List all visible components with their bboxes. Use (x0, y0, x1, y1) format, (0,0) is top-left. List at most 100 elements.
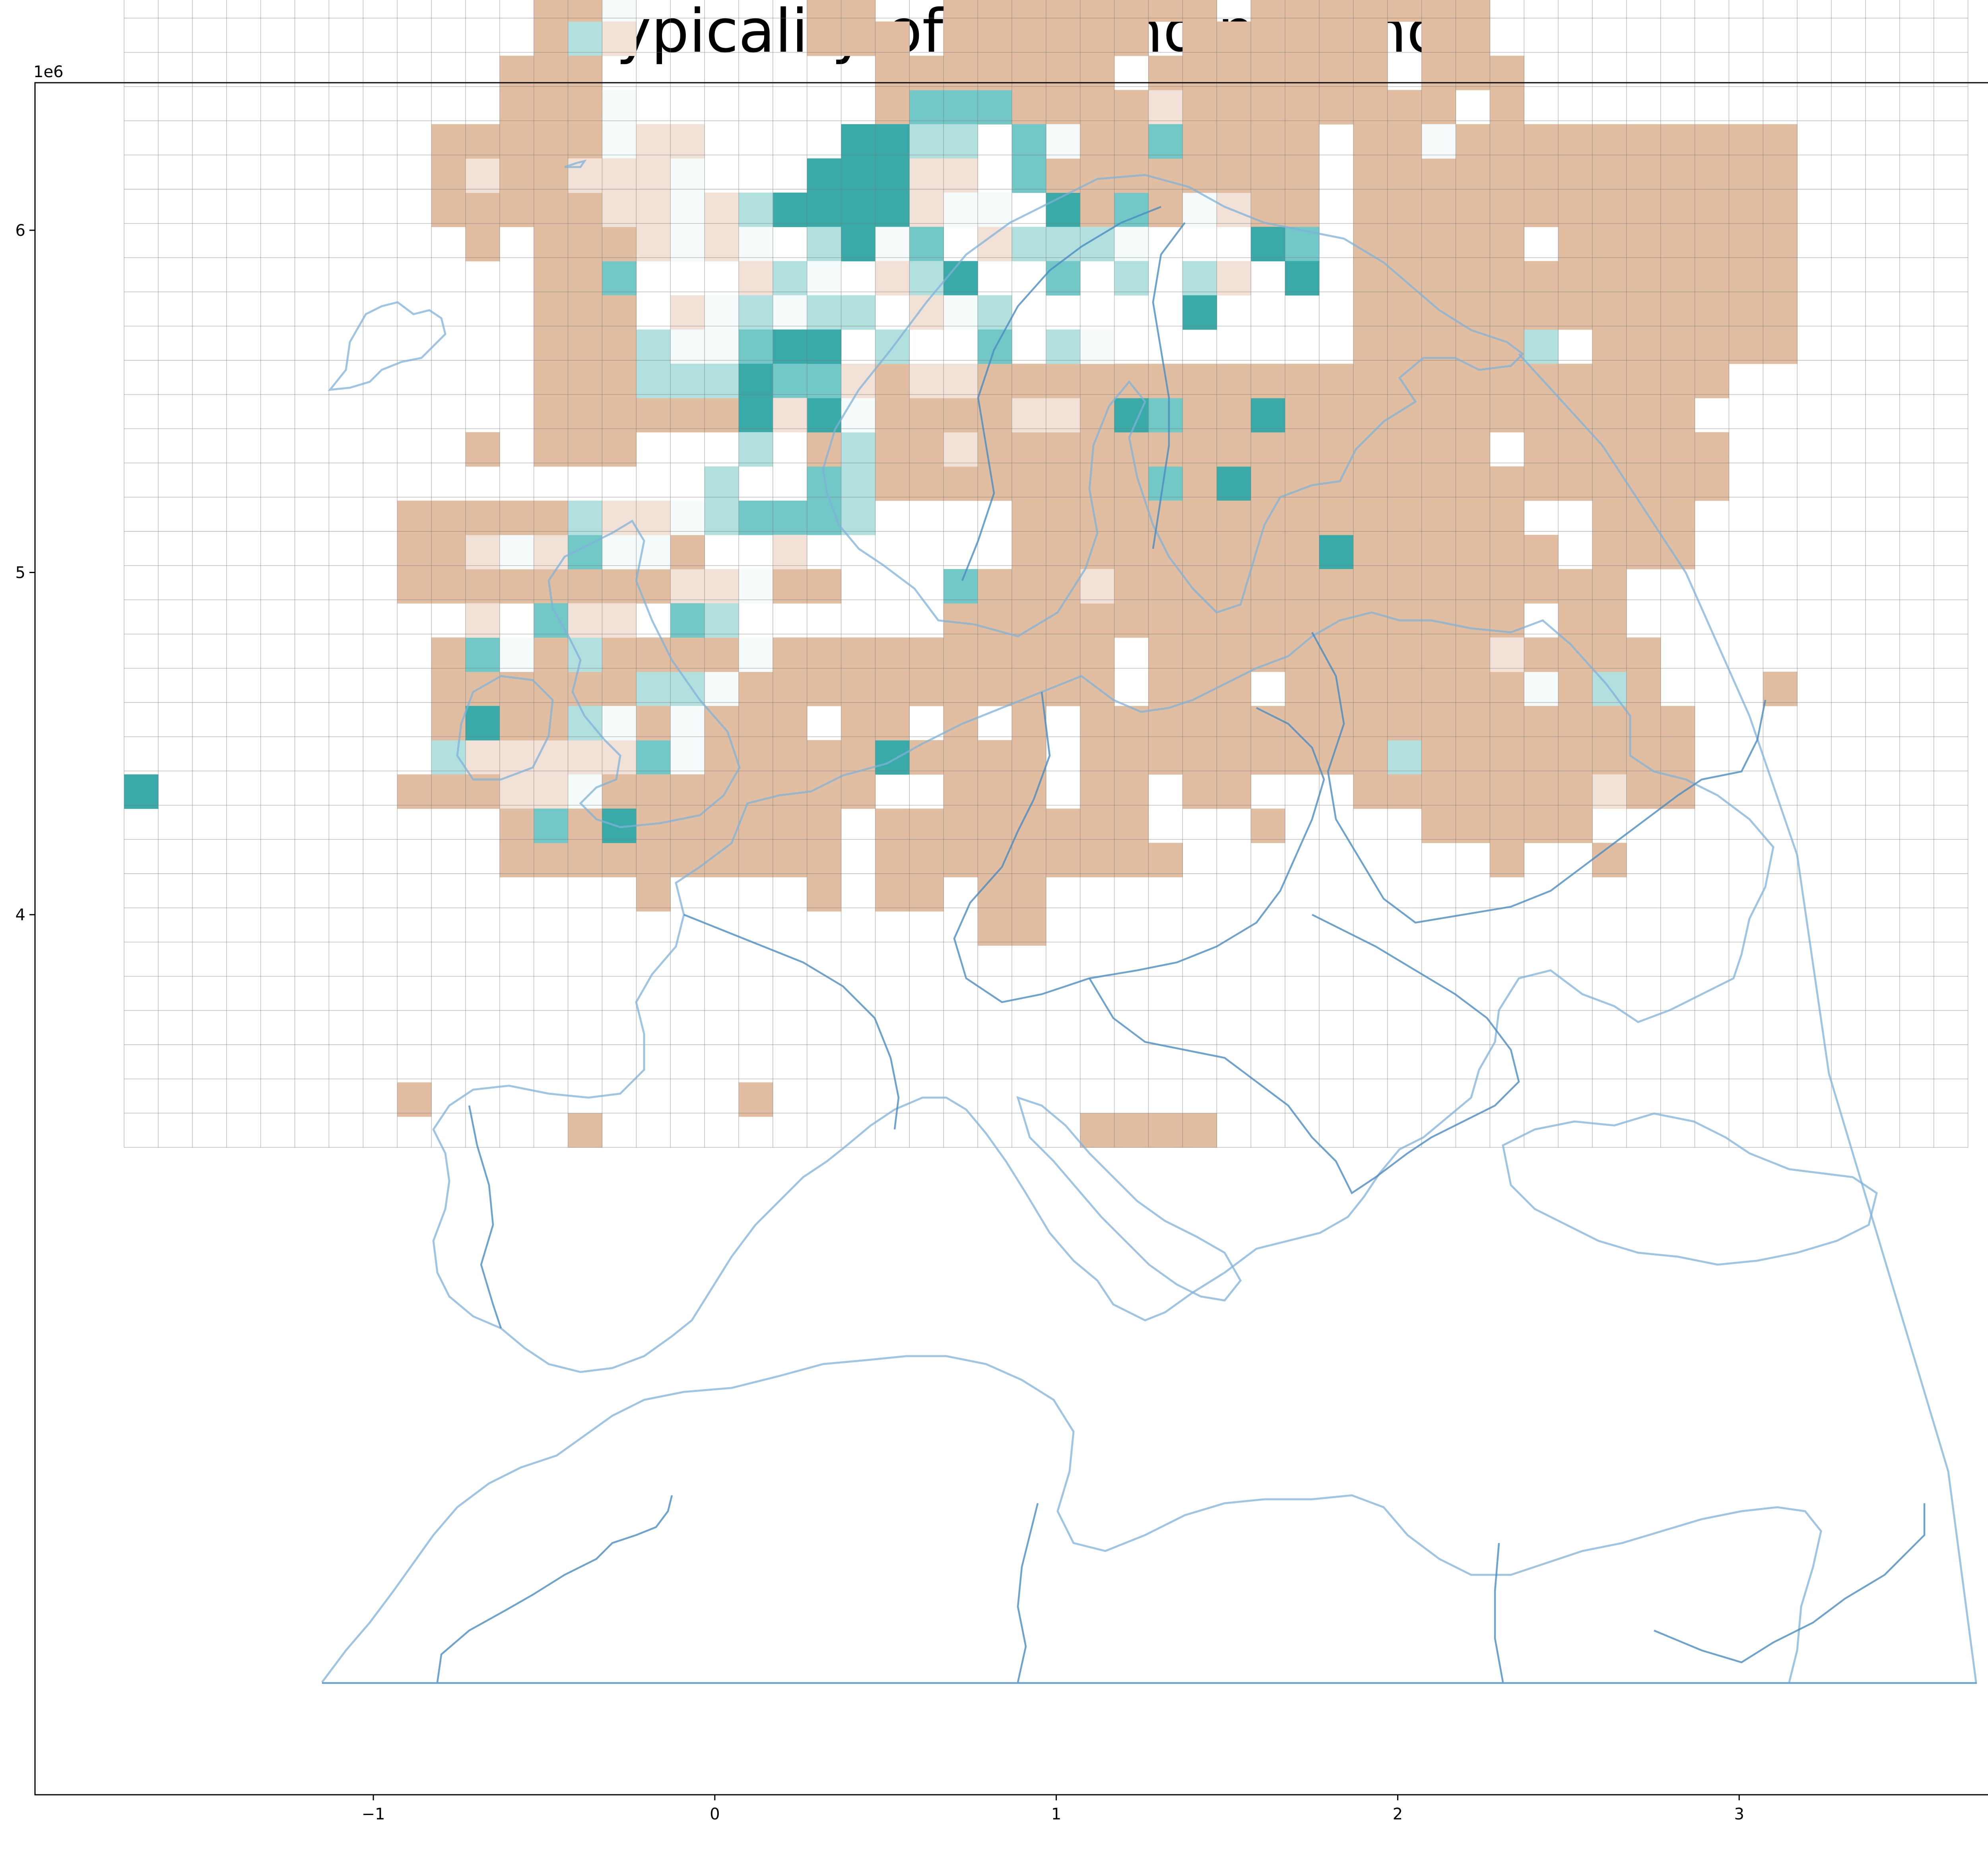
heatmap-cell (875, 158, 910, 193)
heatmap-cell (705, 192, 739, 227)
heatmap-cell (978, 740, 1012, 775)
heatmap-cell (705, 363, 739, 398)
heatmap-cell (944, 261, 978, 296)
heatmap-cell (1251, 56, 1285, 90)
heatmap-cell (909, 90, 944, 124)
heatmap-cell (1285, 90, 1320, 124)
heatmap-cell (1456, 398, 1490, 433)
heatmap-cell (670, 329, 705, 364)
heatmap-cell (124, 774, 159, 809)
heatmap-cell (1217, 740, 1251, 775)
heatmap-cell (1490, 637, 1524, 672)
heatmap-cell (397, 500, 432, 535)
heatmap-cell (1695, 124, 1730, 159)
heatmap-cell (738, 261, 773, 296)
heatmap-cell (875, 637, 910, 672)
heatmap-cell (944, 21, 978, 56)
heatmap-cell (978, 774, 1012, 809)
heatmap-cell (534, 329, 569, 364)
heatmap-cell (1490, 500, 1524, 535)
country-borders-central (953, 692, 1325, 1003)
heatmap-cell (1251, 192, 1285, 227)
heatmap-cell (670, 295, 705, 330)
heatmap-cell (1558, 706, 1593, 740)
heatmap-cell (1285, 363, 1320, 398)
heatmap-cell (875, 56, 910, 90)
heatmap-cell (1046, 329, 1081, 364)
heatmap-cell (1524, 295, 1559, 330)
heatmap-cell (841, 706, 876, 740)
heatmap-cell (1251, 432, 1285, 467)
heatmap-cell (636, 877, 671, 911)
heatmap-cell (465, 534, 500, 569)
heatmap-cell (1592, 534, 1627, 569)
heatmap-cell (465, 158, 500, 193)
heatmap-cell (1387, 706, 1422, 740)
heatmap-cell (773, 808, 808, 843)
ireland-coastline (456, 675, 554, 781)
heatmap-cell (670, 534, 705, 569)
heatmap-cell (738, 706, 773, 740)
heatmap-cell (773, 569, 808, 604)
heatmap-cell (1456, 774, 1490, 809)
heatmap-cell (1251, 466, 1285, 501)
heatmap-cell (807, 637, 842, 672)
heatmap-cell (534, 534, 569, 569)
heatmap-cell (1592, 603, 1627, 638)
heatmap-cell (1490, 363, 1524, 398)
heatmap-cell (841, 398, 876, 433)
heatmap-cell (1319, 0, 1354, 22)
heatmap-cell (841, 363, 876, 398)
heatmap-cell (1046, 500, 1081, 535)
country-borders-france (683, 913, 900, 1130)
heatmap-cell (534, 227, 569, 262)
heatmap-cells (124, 0, 1798, 1148)
heatmap-cell (1046, 90, 1081, 124)
heatmap-cell (875, 90, 910, 124)
heatmap-cell (1456, 227, 1490, 262)
heatmap-cell (944, 158, 978, 193)
heatmap-cell (944, 740, 978, 775)
heatmap-cell (773, 261, 808, 296)
heatmap-cell (1046, 192, 1081, 227)
heatmap-cell (978, 227, 1012, 262)
heatmap-cell (568, 261, 602, 296)
heatmap-cell (1353, 329, 1388, 364)
heatmap-cell (1421, 466, 1456, 501)
heatmap-cell (909, 158, 944, 193)
heatmap-cell (1217, 21, 1251, 56)
heatmap-cell (1387, 329, 1422, 364)
heatmap-cell (1285, 0, 1320, 22)
heatmap-cell (1660, 432, 1695, 467)
heatmap-cell (1080, 466, 1115, 501)
heatmap-cell (1251, 398, 1285, 433)
heatmap-cell (773, 637, 808, 672)
heatmap-cell (909, 398, 944, 433)
heatmap-cell (1592, 363, 1627, 398)
heatmap-cell (465, 227, 500, 262)
axis-ticks: −1012345678 (16, 222, 1744, 1823)
heatmap-cell (1012, 843, 1046, 877)
heatmap-cell (636, 192, 671, 227)
heatmap-cell (1080, 569, 1115, 604)
heatmap-cell (602, 90, 637, 124)
heatmap-cell (1592, 329, 1627, 364)
heatmap-cell (1456, 637, 1490, 672)
heatmap-cell (875, 706, 910, 740)
heatmap-cell (1421, 90, 1456, 124)
heatmap-cell (602, 603, 637, 638)
heatmap-cell (1182, 740, 1217, 775)
heatmap-cell (1080, 124, 1115, 159)
heatmap-cell (1012, 432, 1046, 467)
heatmap-cell (1182, 500, 1217, 535)
heatmap-cell (1456, 432, 1490, 467)
heatmap-cell (602, 398, 637, 433)
heatmap-cell (738, 363, 773, 398)
heatmap-cell (602, 329, 637, 364)
heatmap-cell (1421, 569, 1456, 604)
heatmap-cell (1456, 672, 1490, 706)
heatmap-cell (1217, 603, 1251, 638)
heatmap-cell (1626, 774, 1661, 809)
heatmap-cell (1182, 90, 1217, 124)
heatmap-cell (568, 124, 602, 159)
